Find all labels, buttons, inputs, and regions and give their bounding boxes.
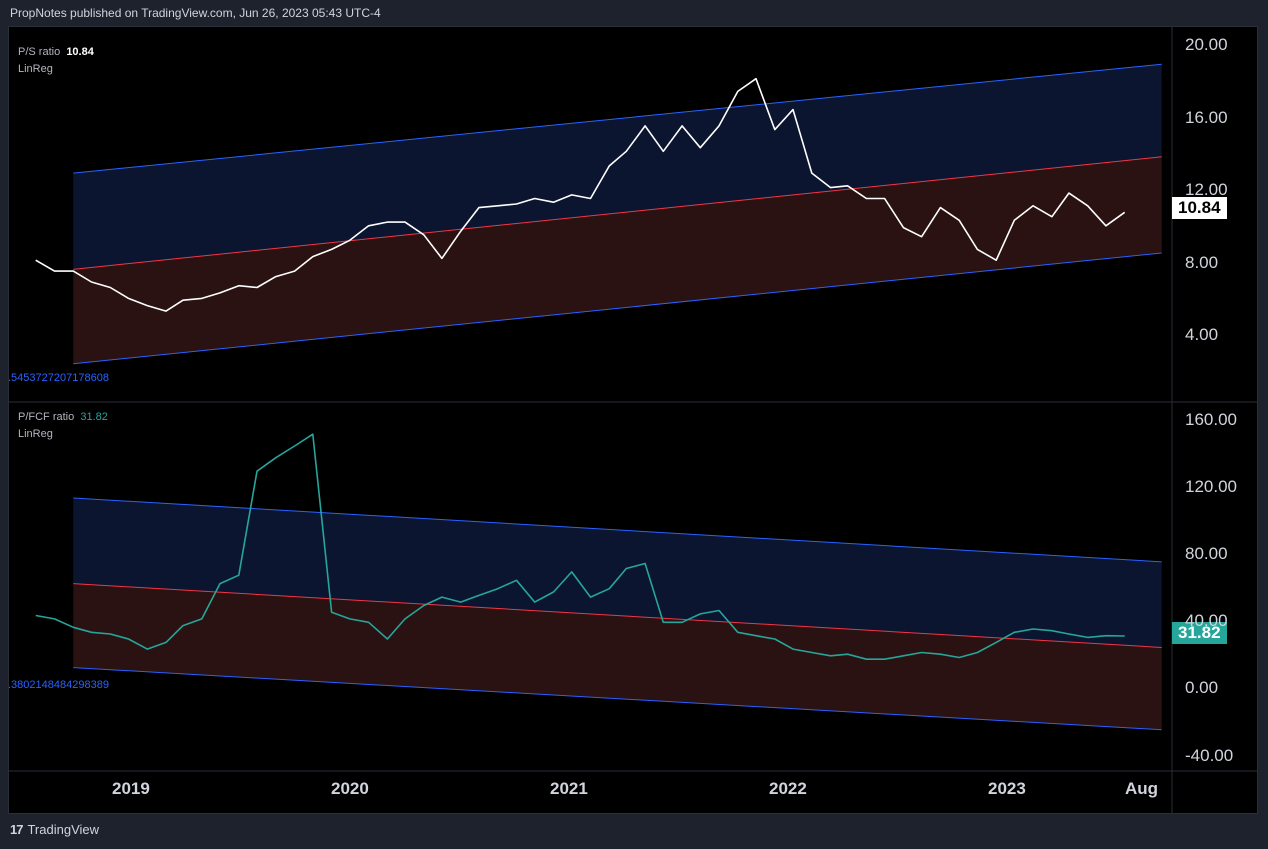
pfcf-y-tick-5: -40.00 (1185, 745, 1234, 765)
x-tick-2021: 2021 (550, 779, 588, 798)
pfcf-y-tick-4: 0.00 (1185, 678, 1219, 698)
pfcf-y-tick-2: 80.00 (1185, 544, 1228, 564)
footer-branding: 17 TradingView (10, 822, 99, 837)
ps-y-tick-1: 16.00 (1185, 107, 1228, 127)
pfcf-pane-title: P/FCF ratio 31.82 (18, 411, 108, 423)
x-tick-2020: 2020 (331, 779, 369, 798)
tradingview-logo-icon: 17 (10, 822, 24, 837)
pfcf-y-tick-3: 40.00 (1185, 611, 1228, 631)
ps-y-tick-2: 12.00 (1185, 180, 1228, 200)
pfcf-y-tick-0: 160.00 (1185, 409, 1237, 429)
x-tick-aug: Aug (1125, 779, 1159, 798)
pfcf-ratio-label: P/FCF ratio (18, 411, 75, 423)
pfcf-lower-regression-line (73, 667, 1162, 731)
x-tick-2022: 2022 (769, 779, 807, 798)
x-tick-2023: 2023 (988, 779, 1026, 798)
pfcf-regression-coefficient: .3802148484298389 (8, 679, 109, 691)
tradingview-brand-text: TradingView (27, 822, 100, 837)
ps-lower-regression-line (73, 252, 1162, 365)
pfcf-y-tick-1: 120.00 (1185, 476, 1237, 496)
pfcf-linreg-label: LinReg (18, 428, 53, 440)
ps-ratio-value: 10.84 (66, 46, 94, 58)
pfcf-last-value-badge: 31.82 (1172, 622, 1227, 644)
x-tick-2019: 2019 (112, 779, 150, 798)
ps-y-tick-3: 8.00 (1185, 252, 1219, 272)
ps-y-tick-0: 20.00 (1185, 35, 1228, 55)
pfcf-series-line[interactable] (35, 433, 1125, 661)
ps-lower-channel-fill (73, 156, 1162, 364)
pfcf-upper-channel-fill (73, 498, 1162, 648)
pfcf-mid-regression-line (73, 583, 1162, 648)
ps-mid-regression-line (73, 156, 1162, 270)
ps-ratio-label: P/S ratio (18, 46, 61, 58)
ps-upper-channel-fill (73, 64, 1162, 270)
ps-linreg-label: LinReg (18, 63, 53, 75)
ps-y-tick-4: 4.00 (1185, 325, 1219, 345)
publisher-header: PropNotes published on TradingView.com, … (10, 6, 381, 20)
ps-pane-title: P/S ratio 10.84 (18, 46, 94, 58)
ps-upper-regression-line (73, 63, 1162, 174)
ps-regression-coefficient: .5453727207178608 (8, 372, 109, 384)
pfcf-ratio-value: 31.82 (80, 411, 108, 423)
pfcf-upper-regression-line (73, 497, 1162, 563)
ps-series-line[interactable] (35, 77, 1126, 312)
ps-last-value-badge: 10.84 (1172, 197, 1227, 219)
pfcf-lower-channel-fill (73, 583, 1162, 730)
